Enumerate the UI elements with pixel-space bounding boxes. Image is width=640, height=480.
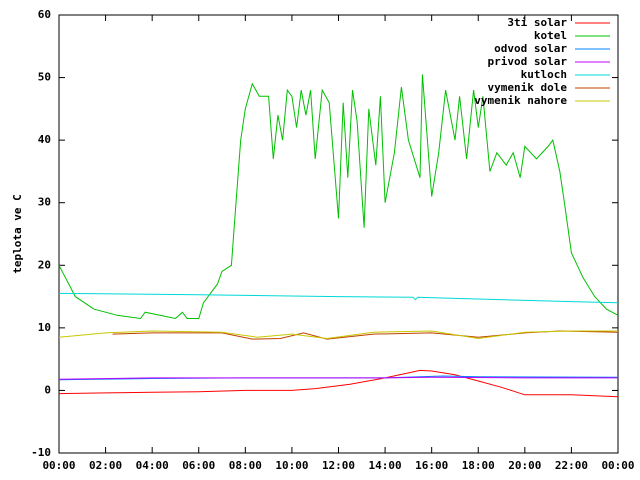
series-line	[58, 292, 619, 304]
series-line	[112, 330, 619, 340]
x-tick-label: 08:00	[229, 459, 262, 472]
x-tick-label: 18:00	[462, 459, 495, 472]
legend-label: vymenik nahore	[474, 94, 567, 107]
legend-label: 3ti solar	[507, 16, 567, 29]
x-tick-label: 12:00	[322, 459, 355, 472]
x-tick-label: 00:00	[601, 459, 634, 472]
x-tick-label: 00:00	[42, 459, 75, 472]
legend-label: privod solar	[488, 55, 568, 68]
legend-label: vymenik dole	[488, 81, 568, 94]
y-tick-label: 30	[38, 196, 51, 209]
x-tick-label: 10:00	[275, 459, 308, 472]
x-tick-label: 16:00	[415, 459, 448, 472]
legend-label: kotel	[534, 29, 567, 42]
series-line	[58, 376, 618, 380]
y-tick-label: 20	[38, 258, 51, 271]
x-tick-label: 20:00	[508, 459, 541, 472]
y-tick-label: 60	[38, 8, 51, 21]
y-tick-label: 50	[38, 71, 51, 84]
series-line	[58, 74, 619, 320]
series-line	[58, 369, 619, 398]
y-axis-label: teplota ve C	[11, 194, 24, 273]
series-line	[58, 330, 618, 340]
legend-label: kutloch	[521, 68, 567, 81]
legend-label: odvod solar	[494, 42, 567, 55]
x-tick-label: 14:00	[369, 459, 402, 472]
x-tick-label: 22:00	[555, 459, 588, 472]
x-tick-label: 04:00	[136, 459, 169, 472]
y-tick-label: 0	[44, 383, 51, 396]
x-tick-label: 06:00	[182, 459, 215, 472]
y-tick-label: 10	[38, 321, 51, 334]
y-tick-label: 40	[38, 133, 51, 146]
y-tick-label: -10	[31, 446, 51, 459]
x-tick-label: 02:00	[89, 459, 122, 472]
